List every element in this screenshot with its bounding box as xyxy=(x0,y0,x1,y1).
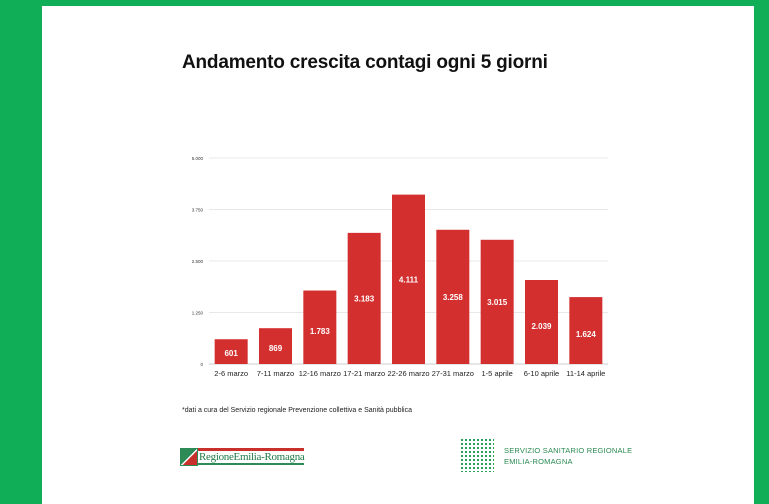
bar-value-label: 3.183 xyxy=(354,294,375,303)
bar-12-16-marzo xyxy=(303,290,337,364)
x-tick-label: 12-16 marzo xyxy=(299,369,341,378)
bar-value-label: 869 xyxy=(269,344,283,353)
servizio-sanitario-line2: EMILIA-ROMAGNA xyxy=(504,457,573,466)
bar-11-14-aprile xyxy=(569,297,603,364)
dotted-logo-icon xyxy=(460,438,494,472)
bar-value-label: 3.258 xyxy=(443,293,464,302)
x-tick-label: 17-21 marzo xyxy=(343,369,385,378)
x-tick-label: 2-6 marzo xyxy=(214,369,248,378)
x-tick-label: 1-5 aprile xyxy=(482,369,513,378)
bar-value-label: 3.015 xyxy=(487,298,508,307)
bar-2-6-marzo xyxy=(214,339,248,364)
bar-value-label: 4.111 xyxy=(399,275,419,284)
bar-6-10-aprile xyxy=(525,279,558,364)
y-tick-label: 2.500 xyxy=(192,259,204,264)
bar-value-label: 1.624 xyxy=(576,330,597,339)
y-tick-label: 1.250 xyxy=(192,311,204,316)
regione-logo-icon xyxy=(180,448,198,466)
bar-7-11-marzo xyxy=(259,328,292,364)
x-tick-label: 22-26 marzo xyxy=(387,369,429,378)
chart-title: Andamento crescita contagi ogni 5 giorni xyxy=(182,52,548,73)
footnote: *dati a cura del Servizio regionale Prev… xyxy=(182,407,412,414)
bar-1-5-aprile xyxy=(480,239,514,364)
bar-27-31-marzo xyxy=(436,229,470,364)
bar-value-label: 601 xyxy=(224,349,238,358)
regione-emilia-romagna-logo: RegioneEmilia-Romagna xyxy=(180,448,308,466)
servizio-sanitario-line1: SERVIZIO SANITARIO REGIONALE xyxy=(504,446,633,455)
bar-22-26-marzo xyxy=(392,194,425,364)
bar-value-label: 1.783 xyxy=(310,327,331,336)
bar-chart: 0 1.250 2.500 3.750 5.000 601 2-6 marzo 869 7-11… xyxy=(192,156,608,378)
x-tick-label: 27-31 marzo xyxy=(432,369,474,378)
y-tick-label: 0 xyxy=(200,362,203,367)
x-tick-label: 6-10 aprile xyxy=(524,369,559,378)
bar-value-label: 2.039 xyxy=(531,322,552,331)
bar-17-21-marzo xyxy=(347,232,381,364)
y-tick-label: 3.750 xyxy=(192,208,204,213)
x-tick-label: 11-14 aprile xyxy=(566,369,605,378)
regione-logo-text: RegioneEmilia-Romagna xyxy=(199,451,305,463)
y-tick-label: 5.000 xyxy=(192,156,204,161)
slide: Andamento crescita contagi ogni 5 giorni… xyxy=(42,6,754,504)
x-tick-label: 7-11 marzo xyxy=(257,369,294,378)
servizio-sanitario-logo: SERVIZIO SANITARIO REGIONALE EMILIA-ROMA… xyxy=(460,436,660,476)
